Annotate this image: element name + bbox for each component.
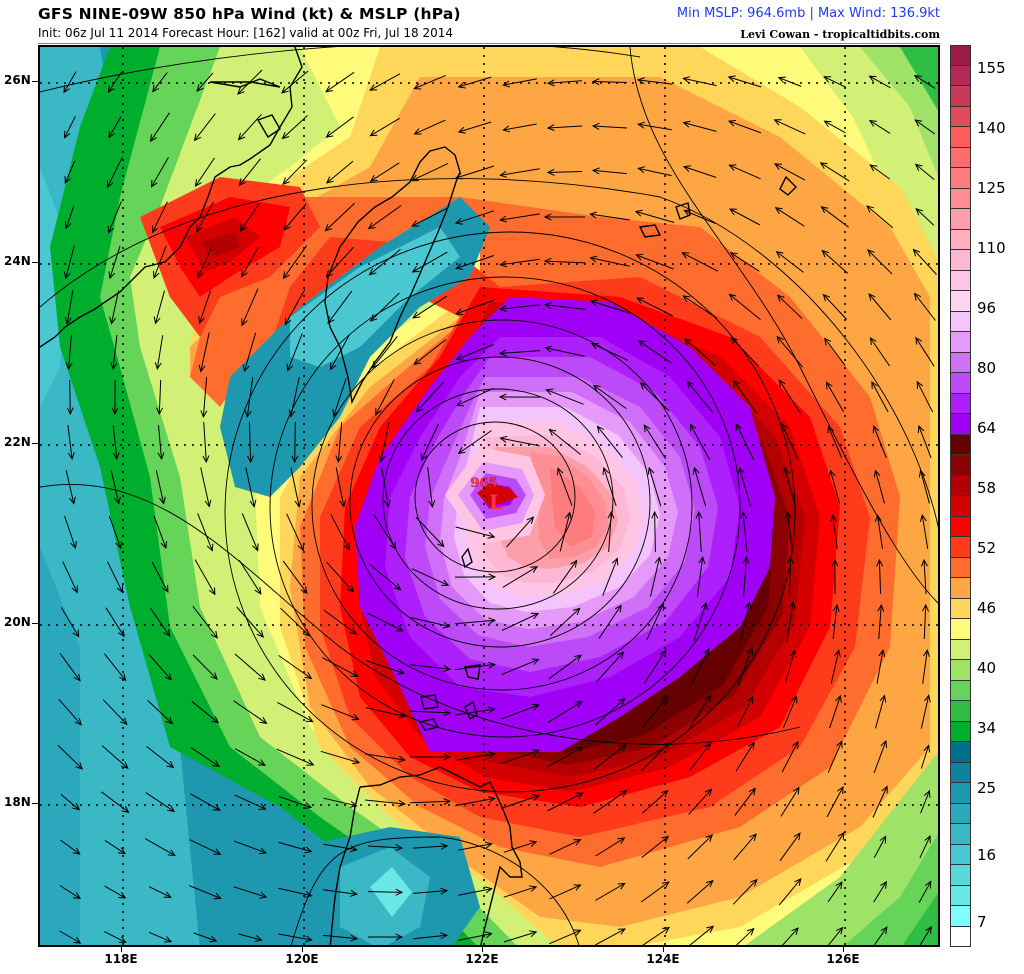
lat-tick [32, 443, 40, 444]
colorbar-bin [950, 701, 971, 722]
colorbar [950, 45, 971, 947]
colorbar-bin [950, 619, 971, 640]
colorbar-bin [950, 885, 971, 906]
colorbar-bin [950, 188, 971, 209]
colorbar-bin [950, 578, 971, 599]
lon-tick [121, 947, 122, 952]
credit-line: Levi Cowan - tropicaltidbits.com [740, 28, 940, 41]
colorbar-bin [950, 803, 971, 824]
lat-label: 22N [4, 435, 31, 449]
colorbar-bin [950, 106, 971, 127]
lat-label: 18N [4, 795, 31, 809]
colorbar-bin [950, 762, 971, 783]
chart-title: GFS NINE-09W 850 hPa Wind (kt) & MSLP (h… [38, 5, 461, 23]
lon-tick [482, 947, 483, 952]
colorbar-bin [950, 906, 971, 927]
colorbar-bin [950, 824, 971, 845]
colorbar-label: 46 [977, 599, 997, 617]
colorbar-label: 40 [977, 659, 997, 677]
svg-text:L: L [489, 490, 503, 514]
colorbar-bin [950, 639, 971, 660]
colorbar-bin [950, 496, 971, 517]
lat-tick [32, 623, 40, 624]
colorbar-label: 96 [977, 299, 997, 317]
colorbar-label: 125 [977, 179, 1006, 197]
colorbar-bin [950, 250, 971, 271]
lon-label: 122E [465, 952, 499, 966]
colorbar-bin [950, 393, 971, 414]
lat-label: 20N [4, 615, 31, 629]
colorbar-bin [950, 270, 971, 291]
colorbar-bin [950, 598, 971, 619]
wind-map: 965 L [38, 45, 940, 947]
colorbar-bin [950, 229, 971, 250]
colorbar-bin [950, 783, 971, 804]
colorbar-bin [950, 537, 971, 558]
colorbar-bin [950, 557, 971, 578]
colorbar-label: 34 [977, 719, 997, 737]
lon-tick [843, 947, 844, 952]
colorbar-label: 25 [977, 779, 997, 797]
colorbar-label: 110 [977, 239, 1006, 257]
storm-stats: Min MSLP: 964.6mb | Max Wind: 136.9kt [676, 6, 940, 21]
colorbar-bin [950, 127, 971, 148]
colorbar-bin [950, 65, 971, 86]
lat-label: 26N [4, 73, 31, 87]
colorbar-bin [950, 414, 971, 435]
chart-subtitle: Init: 06z Jul 11 2014 Forecast Hour: [16… [38, 26, 454, 40]
lon-label: 124E [646, 952, 680, 966]
colorbar-bin [950, 660, 971, 681]
colorbar-bin [950, 455, 971, 476]
colorbar-bin [950, 332, 971, 353]
lat-label: 24N [4, 254, 31, 268]
lat-tick [32, 262, 40, 263]
colorbar-bin [950, 516, 971, 537]
lon-tick [302, 947, 303, 952]
lon-label: 126E [826, 952, 860, 966]
colorbar-bin [950, 680, 971, 701]
colorbar-bin [950, 434, 971, 455]
colorbar-bin [950, 742, 971, 763]
colorbar-label: 140 [977, 119, 1006, 137]
colorbar-bin [950, 926, 971, 947]
lon-tick [663, 947, 664, 952]
colorbar-bin [950, 291, 971, 312]
header-divider [38, 43, 940, 44]
colorbar-bin [950, 168, 971, 189]
colorbar-bin [950, 475, 971, 496]
lat-tick [32, 803, 40, 804]
lat-tick [32, 81, 40, 82]
colorbar-label: 155 [977, 59, 1006, 77]
colorbar-bin [950, 311, 971, 332]
colorbar-label: 16 [977, 846, 997, 864]
colorbar-label: 64 [977, 419, 997, 437]
colorbar-bin [950, 209, 971, 230]
colorbar-label: 7 [977, 913, 987, 931]
lon-label: 118E [104, 952, 138, 966]
colorbar-bin [950, 844, 971, 865]
svg-text:965: 965 [470, 476, 497, 491]
colorbar-bin [950, 865, 971, 886]
colorbar-bin [950, 45, 971, 66]
colorbar-label: 80 [977, 359, 997, 377]
colorbar-bin [950, 721, 971, 742]
colorbar-bin [950, 352, 971, 373]
colorbar-bin [950, 147, 971, 168]
storm-center-marker: 965 L [470, 476, 503, 514]
colorbar-label: 58 [977, 479, 997, 497]
colorbar-bin [950, 373, 971, 394]
colorbar-label: 52 [977, 539, 997, 557]
colorbar-bin [950, 86, 971, 107]
lon-label: 120E [285, 952, 319, 966]
